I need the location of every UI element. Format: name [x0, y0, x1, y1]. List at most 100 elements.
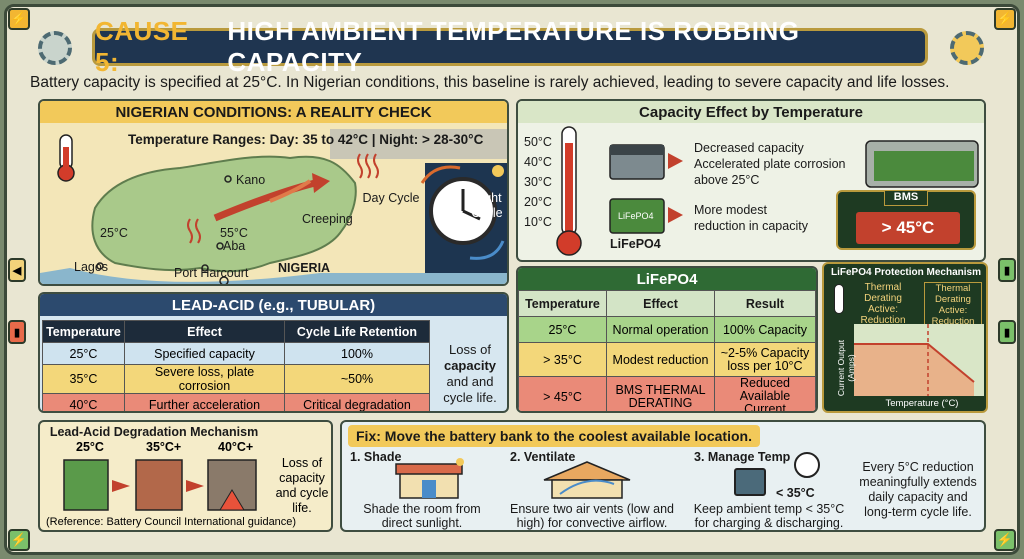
table-cell: Critical degradation	[284, 393, 430, 411]
degrade-heading: Lead-Acid Degradation Mechanism	[49, 425, 259, 439]
lead-acid-panel: LEAD-ACID (e.g., TUBULAR) Temperature Ef…	[38, 292, 509, 413]
degrade-reference: (Reference: Battery Council Internationa…	[46, 516, 297, 528]
bms-display: BMS > 45°C	[836, 190, 976, 250]
table-cell: > 45°C	[518, 376, 607, 411]
bms-label: BMS	[884, 190, 928, 206]
table-cell: 40°C	[42, 393, 125, 411]
step-temp-title: 3. Manage Temp	[694, 450, 791, 464]
table-cell: Normal operation	[606, 316, 715, 343]
table-cell: Reduced Available Current	[714, 376, 816, 411]
note-bold: capacity	[443, 358, 497, 373]
note-pre: Loss of	[449, 342, 491, 357]
table-cell: Specified capacity	[124, 342, 285, 365]
battery-icon: ▮	[8, 320, 26, 344]
capacity-illustration	[556, 126, 979, 256]
lifepo4-effect-2: reduction in capacity	[694, 219, 808, 233]
nigeria-heading: NIGERIAN CONDITIONS: A REALITY CHECK	[40, 101, 507, 123]
ranges-value: Day: 35 to 42°C | Night: > 28-30°C	[269, 132, 484, 147]
lifepo4-table: Temperature Effect Result 25°C Normal op…	[518, 290, 816, 411]
power-gear-icon	[38, 31, 72, 65]
thermo-tick-20: 20°C	[524, 195, 552, 209]
table-row: > 45°C BMS THERMAL DERATING Reduced Avai…	[518, 376, 816, 411]
table-row: 35°C Severe loss, plate corrosion ~50%	[42, 364, 430, 394]
table-row: 25°C Specified capacity 100%	[42, 342, 430, 365]
lightning-icon: ⚡	[8, 8, 30, 30]
fan-icon	[734, 468, 766, 496]
day-cycle-label: Day Cycle	[362, 191, 420, 205]
degrade-note: Loss of capacity and cycle life.	[275, 456, 329, 515]
bms-reading: > 45°C	[856, 212, 960, 244]
lead-acid-heading: LEAD-ACID (e.g., TUBULAR)	[40, 294, 507, 316]
capacity-heading: Capacity Effect by Temperature	[518, 101, 984, 123]
lead-acid-table: Temperature Effect Cycle Life Retention …	[42, 320, 430, 411]
table-cell: Modest reduction	[606, 342, 715, 377]
lightning-icon: ⚡	[994, 8, 1016, 30]
lifepo4-effect-1: More modest	[694, 203, 767, 217]
thermo-tick-40: 40°C	[524, 155, 552, 169]
battery-badge: LiFePO4	[618, 211, 654, 221]
table-cell: BMS THERMAL DERATING	[606, 376, 715, 411]
lfp-col-result: Result	[714, 290, 816, 317]
table-cell: 100% Capacity	[714, 316, 816, 343]
table-cell: 35°C	[42, 364, 125, 394]
step-shade-title: 1. Shade	[350, 450, 402, 464]
lfp-col-effect: Effect	[606, 290, 715, 317]
bms-protection-panel: LiFePO4 Protection Mechanism Thermal Der…	[822, 262, 988, 413]
fix-summary: Every 5°C reduction meaningfully extends…	[859, 460, 977, 519]
table-cell: Further acceleration	[124, 393, 285, 411]
lead-effect-2: Accelerated plate corrosion	[694, 157, 846, 171]
la-col-retention: Cycle Life Retention	[284, 320, 430, 343]
nigeria-panel: NIGERIAN CONDITIONS: A REALITY CHECK Tem…	[38, 99, 509, 286]
table-cell: ~50%	[284, 364, 430, 394]
derating-left: Thermal Derating Active: Reduction	[860, 282, 906, 326]
table-row: 40°C Further acceleration Critical degra…	[42, 393, 430, 411]
lifepo4-label: LiFePO4	[610, 237, 661, 251]
temp-badge: < 35°C	[776, 486, 815, 500]
table-row: > 35°C Modest reduction ~2-5% Capacity l…	[518, 342, 816, 377]
title-accent: CAUSE 5:	[95, 16, 189, 77]
degrade-temp-25: 25°C	[76, 440, 104, 454]
temp-hot: 55°C	[220, 226, 248, 240]
table-cell: 25°C	[42, 342, 125, 365]
fix-heading: Fix: Move the battery bank to the cooles…	[348, 425, 760, 447]
lightning-icon: ⚡	[994, 529, 1016, 551]
gear-icon	[950, 31, 984, 65]
table-row: 25°C Normal operation 100% Capacity	[518, 316, 816, 343]
step-ventilate-text: Ensure two air vents (low and high) for …	[510, 502, 674, 530]
storefront-icon	[395, 458, 464, 499]
step-ventilate-title: 2. Ventilate	[510, 450, 576, 464]
lifepo4-panel: LiFePO4 Temperature Effect Result 25°C N…	[516, 266, 818, 413]
city-kano: Kano	[236, 173, 266, 187]
y-axis-label: Current Output (Amps)	[836, 339, 856, 397]
battery-icon: ▮	[998, 320, 1016, 344]
house-vent-icon	[543, 461, 631, 499]
derating-chart	[854, 324, 984, 396]
speaker-icon: ◀	[8, 258, 26, 282]
night-cycle-label: Night Cycle	[471, 191, 503, 220]
x-axis-label: Temperature (°C)	[885, 398, 959, 409]
bms-heading: LiFePO4 Protection Mechanism	[830, 267, 982, 278]
clock-icon	[794, 452, 820, 478]
ranges-label: Temperature Ranges:	[128, 132, 266, 147]
step-shade-text: Shade the room from direct sunlight.	[363, 502, 481, 530]
city-aba: Aba	[223, 239, 246, 253]
lead-acid-note: Loss of capacity and and cycle life.	[434, 342, 506, 406]
country-label: NIGERIA	[278, 261, 331, 275]
nigeria-map	[40, 123, 507, 284]
degradation-plates	[63, 459, 257, 511]
creeping-label: Creeping	[302, 212, 353, 226]
thermo-tick-10: 10°C	[524, 215, 552, 229]
lightning-icon: ⚡	[8, 529, 30, 551]
table-cell: > 35°C	[518, 342, 607, 377]
degrade-temp-35: 35°C+	[146, 440, 182, 454]
temp-south: 25°C	[100, 226, 128, 240]
city-lagos: Lagos	[74, 260, 109, 274]
la-col-temperature: Temperature	[42, 320, 125, 343]
la-col-effect: Effect	[124, 320, 285, 343]
capacity-panel: Capacity Effect by Temperature 50°C 40°C…	[516, 99, 986, 262]
title-text: HIGH AMBIENT TEMPERATURE IS ROBBING CAPA…	[227, 16, 800, 77]
degradation-panel: Lead-Acid Degradation Mechanism 25°C 35°…	[38, 420, 333, 532]
table-cell: ~2-5% Capacity loss per 10°C	[714, 342, 816, 377]
thermo-tick-50: 50°C	[524, 135, 552, 149]
step-temp-text: Keep ambient temp < 35°C for charging & …	[693, 502, 845, 530]
